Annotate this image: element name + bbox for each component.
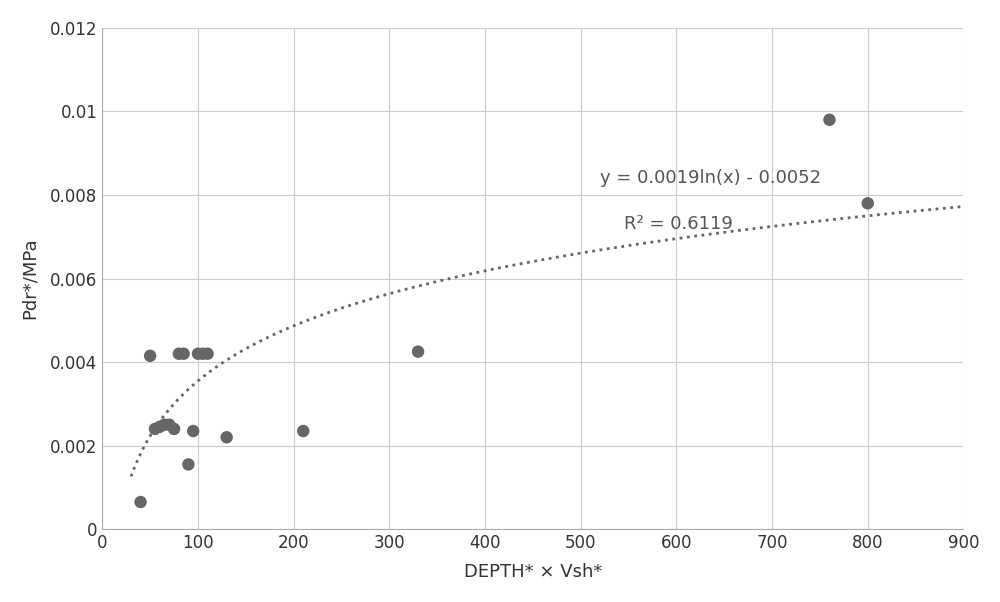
Y-axis label: Pdr*/MPa: Pdr*/MPa [21,238,39,319]
Text: R² = 0.6119: R² = 0.6119 [624,214,733,232]
Point [133,497,149,507]
Point [200,349,216,359]
Point [821,115,837,125]
Point [156,420,172,430]
Point [195,349,211,359]
Point [147,424,163,433]
Point [185,426,201,436]
Point [860,199,876,208]
Point [295,426,311,436]
Text: y = 0.0019ln(x) - 0.0052: y = 0.0019ln(x) - 0.0052 [600,169,821,187]
Point [219,432,235,442]
Point [166,424,182,433]
Point [142,351,158,361]
Point [190,349,206,359]
Point [176,349,192,359]
Point [180,459,196,469]
Point [152,422,168,432]
X-axis label: DEPTH* × Vsh*: DEPTH* × Vsh* [464,563,602,581]
Point [171,349,187,359]
Point [410,347,426,356]
Point [161,420,177,430]
